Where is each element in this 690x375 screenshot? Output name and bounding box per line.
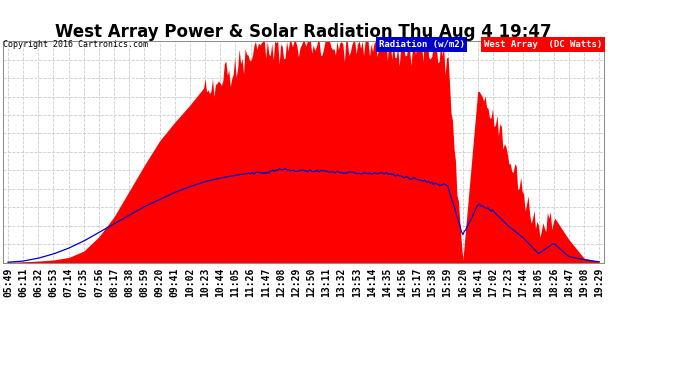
Text: West Array  (DC Watts): West Array (DC Watts) <box>484 40 602 49</box>
Text: Radiation (w/m2): Radiation (w/m2) <box>379 40 464 49</box>
Title: West Array Power & Solar Radiation Thu Aug 4 19:47: West Array Power & Solar Radiation Thu A… <box>55 23 552 41</box>
Text: Copyright 2016 Cartronics.com: Copyright 2016 Cartronics.com <box>3 40 148 49</box>
